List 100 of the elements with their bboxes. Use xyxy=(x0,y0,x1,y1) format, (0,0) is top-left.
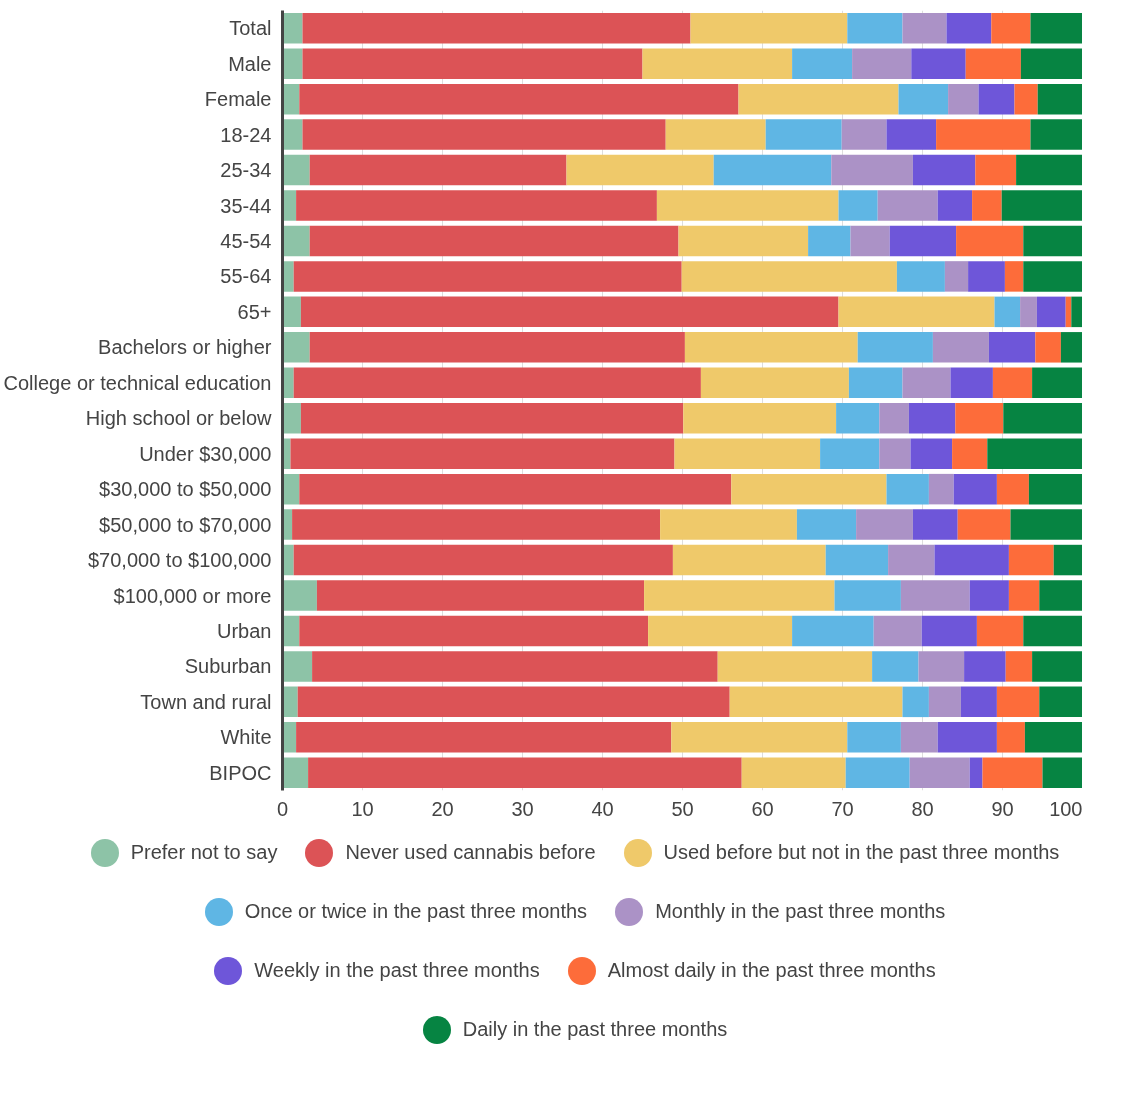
bar xyxy=(700,367,849,399)
bar xyxy=(302,48,643,79)
bar xyxy=(872,651,919,682)
y-tick-label: 55-64 xyxy=(220,265,272,288)
bar xyxy=(952,438,988,469)
bar xyxy=(293,261,682,292)
bar xyxy=(1005,651,1033,682)
bar xyxy=(850,225,890,257)
bar xyxy=(921,615,977,647)
bar xyxy=(848,367,903,399)
bar xyxy=(656,190,839,221)
bar xyxy=(948,83,979,115)
bar xyxy=(648,615,793,647)
bar xyxy=(665,119,766,150)
bar xyxy=(1004,261,1024,292)
bar xyxy=(282,261,294,292)
y-tick-label: $50,000 to $70,000 xyxy=(99,513,272,536)
bar xyxy=(910,438,953,469)
bar xyxy=(299,83,739,115)
y-tick-label: Under $30,000 xyxy=(139,442,272,465)
y-tick-label: $70,000 to $100,000 xyxy=(87,549,272,572)
bar xyxy=(937,190,973,221)
bar xyxy=(911,48,966,79)
bar xyxy=(838,296,995,328)
bar xyxy=(1023,225,1082,257)
bar xyxy=(312,651,718,682)
bar xyxy=(831,154,913,186)
bar xyxy=(992,367,1033,399)
bar xyxy=(956,225,1024,257)
bar xyxy=(1024,722,1082,753)
bar xyxy=(302,119,666,150)
bar xyxy=(282,119,303,150)
bar xyxy=(642,48,793,79)
bar xyxy=(792,615,874,647)
bar xyxy=(713,154,832,186)
bar xyxy=(1020,48,1082,79)
bar xyxy=(877,190,938,221)
x-tick-label: 20 xyxy=(431,797,454,820)
y-tick-label: Total xyxy=(229,17,272,40)
bar xyxy=(282,154,310,186)
bar xyxy=(928,473,954,505)
bar xyxy=(852,48,912,79)
bar xyxy=(1020,296,1037,328)
bar xyxy=(644,580,835,611)
legend-label: Almost daily in the past three months xyxy=(607,958,936,984)
y-tick-label: High school or below xyxy=(85,407,273,430)
y-tick-label: Suburban xyxy=(184,655,272,678)
bar xyxy=(671,722,848,753)
bar xyxy=(902,367,951,399)
bar xyxy=(674,438,821,469)
bar xyxy=(1037,83,1082,115)
bar xyxy=(300,296,839,328)
y-tick-label: 45-54 xyxy=(220,229,272,252)
bar xyxy=(879,402,909,434)
bar xyxy=(968,261,1005,292)
bar xyxy=(1028,473,1082,505)
y-tick-label: Female xyxy=(204,88,272,111)
bar xyxy=(969,757,983,789)
bar xyxy=(857,332,933,363)
bar xyxy=(282,48,303,79)
bar xyxy=(1060,332,1082,363)
bar xyxy=(309,225,679,257)
bar xyxy=(309,332,685,363)
bar xyxy=(309,154,567,186)
bar xyxy=(888,544,935,576)
y-tick-label: 25-34 xyxy=(220,159,272,182)
bar xyxy=(912,154,976,186)
bar xyxy=(856,509,913,540)
bar xyxy=(936,119,1031,150)
bar xyxy=(975,154,1017,186)
bar xyxy=(792,48,853,79)
bar xyxy=(996,722,1025,753)
bar xyxy=(1032,651,1082,682)
bar xyxy=(825,544,889,576)
bar xyxy=(1014,83,1038,115)
bar xyxy=(672,544,826,576)
bar xyxy=(845,757,910,789)
bar xyxy=(293,544,673,576)
bar xyxy=(928,686,961,718)
bar xyxy=(282,580,317,611)
bar xyxy=(996,473,1029,505)
bar xyxy=(982,757,1043,789)
legend-label: Never used cannabis before xyxy=(345,840,596,866)
bar xyxy=(796,509,857,540)
bar xyxy=(879,438,911,469)
bar xyxy=(978,83,1015,115)
bar xyxy=(889,225,957,257)
bar xyxy=(282,686,298,718)
bar xyxy=(292,509,661,540)
bar xyxy=(909,757,970,789)
x-tick-label: 90 xyxy=(991,797,1014,820)
bar xyxy=(896,261,945,292)
bar xyxy=(316,580,645,611)
bar xyxy=(820,438,880,469)
bar xyxy=(964,651,1006,682)
bar xyxy=(741,757,846,789)
y-tick-label: 35-44 xyxy=(220,194,272,217)
bar xyxy=(765,119,842,150)
bar xyxy=(847,722,901,753)
x-tick-label: 60 xyxy=(751,797,774,820)
